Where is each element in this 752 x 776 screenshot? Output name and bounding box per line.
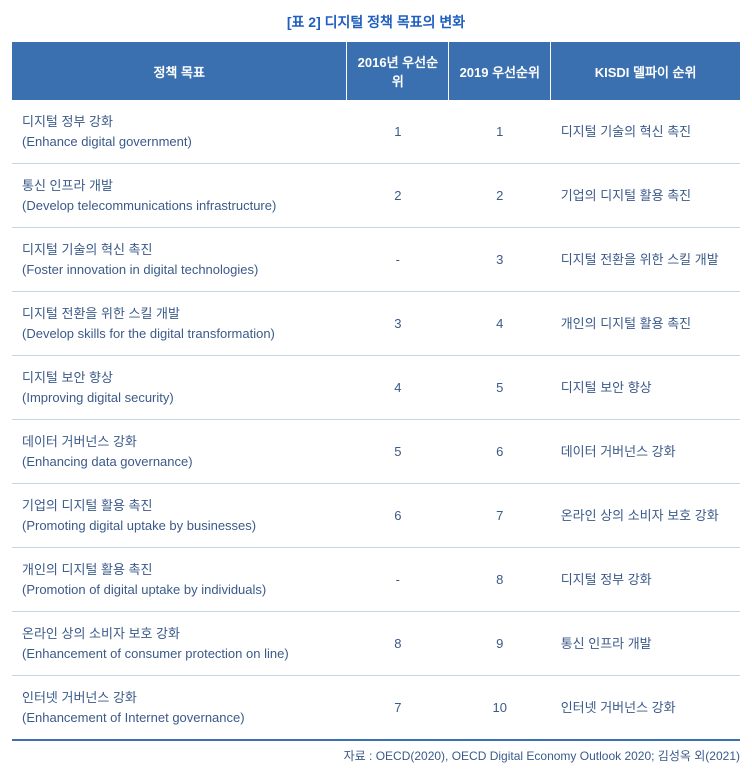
cell-2019: 3 [449,228,551,292]
table-caption: [표 2] 디지털 정책 목표의 변화 [12,12,740,32]
table-row: 데이터 거버넌스 강화(Enhancing data governance)56… [12,420,740,484]
cell-2016: 5 [347,420,449,484]
policy-en: (Enhancement of consumer protection on l… [22,644,337,664]
cell-2016: 4 [347,356,449,420]
cell-policy: 개인의 디지털 활용 촉진(Promotion of digital uptak… [12,548,347,612]
policy-kr: 통신 인프라 개발 [22,176,337,196]
policy-kr: 기업의 디지털 활용 촉진 [22,496,337,516]
col-header-2019: 2019 우선순위 [449,42,551,100]
cell-policy: 디지털 전환을 위한 스킬 개발(Develop skills for the … [12,292,347,356]
policy-kr: 개인의 디지털 활용 촉진 [22,560,337,580]
cell-kisdi: 인터넷 거버넌스 강화 [551,676,740,741]
cell-policy: 기업의 디지털 활용 촉진(Promoting digital uptake b… [12,484,347,548]
table-row: 디지털 보안 향상(Improving digital security)45디… [12,356,740,420]
cell-kisdi: 온라인 상의 소비자 보호 강화 [551,484,740,548]
cell-2016: - [347,228,449,292]
cell-2016: 1 [347,100,449,164]
policy-kr: 온라인 상의 소비자 보호 강화 [22,624,337,644]
cell-2016: - [347,548,449,612]
policy-en: (Improving digital security) [22,388,337,408]
col-header-policy: 정책 목표 [12,42,347,100]
table-header: 정책 목표 2016년 우선순위 2019 우선순위 KISDI 델파이 순위 [12,42,740,100]
cell-2016: 3 [347,292,449,356]
col-header-2016: 2016년 우선순위 [347,42,449,100]
policy-en: (Enhancement of Internet governance) [22,708,337,728]
cell-policy: 데이터 거버넌스 강화(Enhancing data governance) [12,420,347,484]
table-row: 개인의 디지털 활용 촉진(Promotion of digital uptak… [12,548,740,612]
table-source: 자료 : OECD(2020), OECD Digital Economy Ou… [12,747,740,764]
cell-2019: 5 [449,356,551,420]
policy-en: (Develop skills for the digital transfor… [22,324,337,344]
policy-kr: 디지털 기술의 혁신 촉진 [22,240,337,260]
cell-kisdi: 기업의 디지털 활용 촉진 [551,164,740,228]
cell-kisdi: 개인의 디지털 활용 촉진 [551,292,740,356]
cell-kisdi: 디지털 기술의 혁신 촉진 [551,100,740,164]
cell-2019: 10 [449,676,551,741]
policy-kr: 인터넷 거버넌스 강화 [22,688,337,708]
cell-2019: 4 [449,292,551,356]
cell-kisdi: 통신 인프라 개발 [551,612,740,676]
cell-2016: 6 [347,484,449,548]
cell-2016: 2 [347,164,449,228]
cell-2019: 2 [449,164,551,228]
cell-kisdi: 디지털 정부 강화 [551,548,740,612]
cell-kisdi: 데이터 거버넌스 강화 [551,420,740,484]
cell-2019: 6 [449,420,551,484]
cell-2016: 7 [347,676,449,741]
policy-kr: 디지털 정부 강화 [22,112,337,132]
policy-kr: 데이터 거버넌스 강화 [22,432,337,452]
table-row: 디지털 정부 강화(Enhance digital government)11디… [12,100,740,164]
cell-2016: 8 [347,612,449,676]
policy-kr: 디지털 보안 향상 [22,368,337,388]
cell-policy: 인터넷 거버넌스 강화(Enhancement of Internet gove… [12,676,347,741]
col-header-kisdi: KISDI 델파이 순위 [551,42,740,100]
table-row: 디지털 기술의 혁신 촉진(Foster innovation in digit… [12,228,740,292]
cell-policy: 디지털 정부 강화(Enhance digital government) [12,100,347,164]
table-row: 기업의 디지털 활용 촉진(Promoting digital uptake b… [12,484,740,548]
policy-en: (Enhancing data governance) [22,452,337,472]
cell-policy: 통신 인프라 개발(Develop telecommunications inf… [12,164,347,228]
table-row: 인터넷 거버넌스 강화(Enhancement of Internet gove… [12,676,740,741]
cell-kisdi: 디지털 전환을 위한 스킬 개발 [551,228,740,292]
policy-en: (Develop telecommunications infrastructu… [22,196,337,216]
table-row: 통신 인프라 개발(Develop telecommunications inf… [12,164,740,228]
policy-en: (Enhance digital government) [22,132,337,152]
policy-kr: 디지털 전환을 위한 스킬 개발 [22,304,337,324]
table-row: 온라인 상의 소비자 보호 강화(Enhancement of consumer… [12,612,740,676]
cell-policy: 디지털 기술의 혁신 촉진(Foster innovation in digit… [12,228,347,292]
cell-2019: 8 [449,548,551,612]
policy-en: (Promotion of digital uptake by individu… [22,580,337,600]
table-body: 디지털 정부 강화(Enhance digital government)11디… [12,100,740,740]
policy-en: (Foster innovation in digital technologi… [22,260,337,280]
cell-2019: 1 [449,100,551,164]
cell-2019: 9 [449,612,551,676]
cell-policy: 디지털 보안 향상(Improving digital security) [12,356,347,420]
policy-en: (Promoting digital uptake by businesses) [22,516,337,536]
table-row: 디지털 전환을 위한 스킬 개발(Develop skills for the … [12,292,740,356]
policy-table: 정책 목표 2016년 우선순위 2019 우선순위 KISDI 델파이 순위 … [12,42,740,741]
cell-policy: 온라인 상의 소비자 보호 강화(Enhancement of consumer… [12,612,347,676]
cell-kisdi: 디지털 보안 향상 [551,356,740,420]
cell-2019: 7 [449,484,551,548]
